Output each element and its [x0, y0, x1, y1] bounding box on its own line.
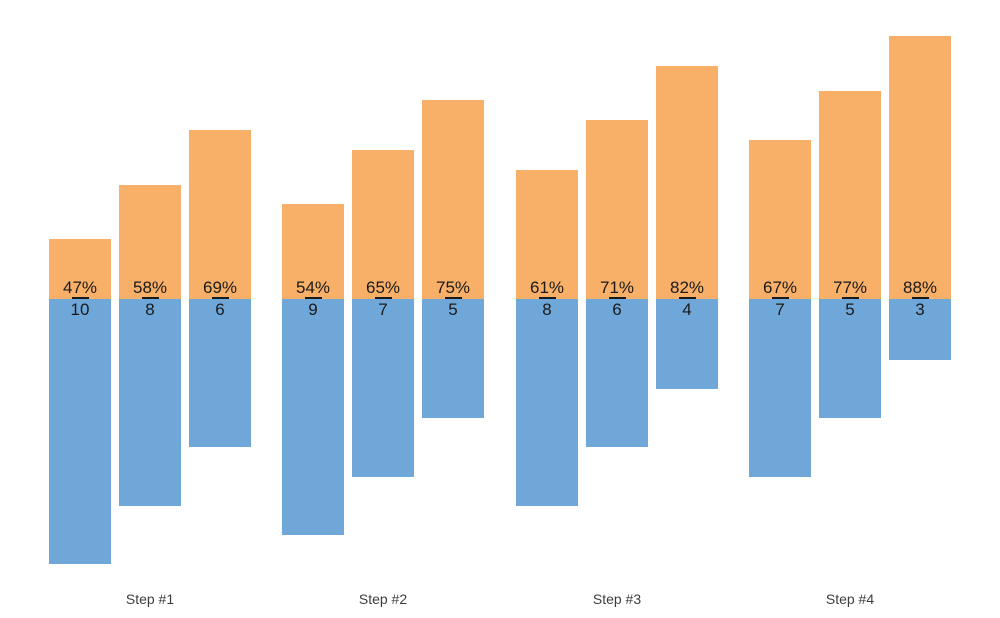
group-label: Step #1: [125, 591, 175, 607]
group-label: Step #2: [358, 591, 408, 607]
bar-percent-label: 82%: [669, 278, 705, 297]
fraction-line: [304, 297, 322, 299]
up-bar: [656, 66, 718, 299]
bar-count-label: 9: [308, 300, 318, 319]
down-bar: [422, 299, 484, 418]
bar-count-label: 10: [70, 300, 90, 319]
bar-percent-label: 65%: [365, 278, 401, 297]
bar-count-label: 3: [915, 300, 925, 319]
fraction-line: [911, 297, 929, 299]
bar-percent-label: 67%: [762, 278, 798, 297]
up-bar: [189, 130, 251, 299]
fraction-line: [841, 297, 859, 299]
bar-count-label: 5: [845, 300, 855, 319]
fraction-line: [771, 297, 789, 299]
bar-count-label: 6: [215, 300, 225, 319]
down-bar: [516, 299, 578, 506]
down-bar: [819, 299, 881, 418]
fraction-line: [211, 297, 229, 299]
up-bar: [282, 204, 344, 299]
up-bar: [352, 150, 414, 299]
up-bar: [586, 120, 648, 299]
bar-count-label: 5: [448, 300, 458, 319]
bar-percent-label: 75%: [435, 278, 471, 297]
up-bar: [119, 185, 181, 299]
fraction-line: [678, 297, 696, 299]
bar-percent-label: 77%: [832, 278, 868, 297]
up-bar: [889, 36, 951, 299]
group-label: Step #4: [825, 591, 875, 607]
down-bar: [119, 299, 181, 506]
bar-count-label: 8: [145, 300, 155, 319]
down-bar: [749, 299, 811, 477]
fraction-line: [141, 297, 159, 299]
down-bar: [49, 299, 111, 564]
bar-percent-label: 88%: [902, 278, 938, 297]
bar-count-label: 7: [378, 300, 388, 319]
bar-percent-label: 61%: [529, 278, 565, 297]
fraction-line: [608, 297, 626, 299]
fraction-line: [444, 297, 462, 299]
bar-percent-label: 69%: [202, 278, 238, 297]
up-bar: [516, 170, 578, 299]
down-bar: [889, 299, 951, 360]
fraction-line: [374, 297, 392, 299]
up-bar: [422, 100, 484, 299]
down-bar: [282, 299, 344, 535]
up-bar: [749, 140, 811, 299]
bar-count-label: 7: [775, 300, 785, 319]
bar-percent-label: 71%: [599, 278, 635, 297]
fraction-line: [538, 297, 556, 299]
down-bar: [586, 299, 648, 447]
bar-percent-label: 47%: [62, 278, 98, 297]
bar-percent-label: 54%: [295, 278, 331, 297]
down-bar: [189, 299, 251, 447]
fraction-line: [71, 297, 89, 299]
bar-count-label: 6: [612, 300, 622, 319]
down-bar: [656, 299, 718, 389]
down-bar: [352, 299, 414, 477]
bar-percent-label: 58%: [132, 278, 168, 297]
bar-count-label: 8: [542, 300, 552, 319]
up-bar: [49, 239, 111, 299]
up-bar: [819, 91, 881, 299]
bar-count-label: 4: [682, 300, 692, 319]
group-label: Step #3: [592, 591, 642, 607]
